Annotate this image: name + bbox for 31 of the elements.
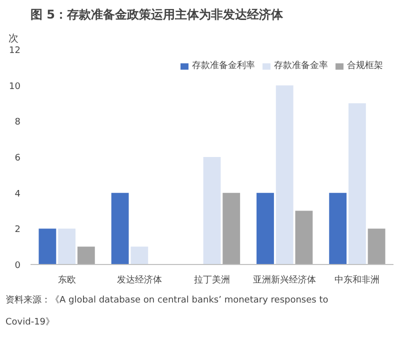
bar [38,228,56,264]
text: 资料来源：《A global database on central banks’ monetary responses to Covid-19》 [6,296,328,328]
x-tick-label: 中东和非洲 [334,274,380,286]
y-tick-label: 6 [14,154,21,164]
x-tick-label: 拉丁美洲 [194,274,230,286]
x-tick-label: 发达经济体 [116,274,162,286]
y-tick-label: 4 [14,189,21,200]
bar [295,210,313,264]
bar [368,228,386,264]
bar [276,85,294,264]
bar [111,192,129,264]
bar [77,246,95,264]
bar [256,192,274,264]
bar [203,157,221,264]
y-tick-label: 12 [9,46,20,56]
legend-label: 存款准备金率 [274,60,328,72]
bar [130,246,148,264]
y-tick-label: 0 [14,261,21,271]
y-tick-label: 8 [14,118,21,128]
bar [348,103,366,264]
x-tick-label: 东欧 [58,274,76,286]
legend-label: 合规框架 [347,60,383,72]
chart-title: 图 5：存款准备金政策运用主体为非发达经济体 [30,8,284,22]
bar [329,192,347,264]
bar [222,192,240,264]
bar [58,228,76,264]
legend-label: 存款准备金利率 [192,60,255,72]
x-tick-label: 亚洲新兴经济体 [253,274,316,286]
y-tick-label: 2 [14,225,21,236]
y-axis-title: 次 [8,34,18,44]
y-tick-label: 10 [9,82,21,92]
